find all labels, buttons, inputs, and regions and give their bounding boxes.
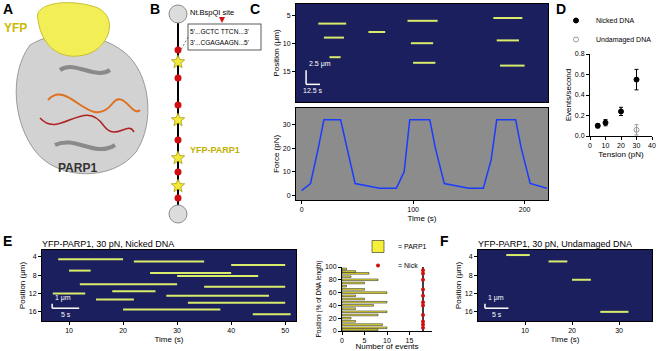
svg-text:Number of events: Number of events — [355, 342, 418, 351]
svg-text:40: 40 — [648, 142, 656, 149]
html-text:F: F — [440, 233, 449, 249]
svg-text:0.4: 0.4 — [575, 91, 585, 98]
svg-text:0: 0 — [588, 142, 592, 149]
svg-text:Tension (pN): Tension (pN) — [598, 150, 644, 159]
svg-text:12.5 s: 12.5 s — [303, 87, 323, 94]
svg-text:16: 16 — [29, 308, 37, 315]
svg-text:10: 10 — [383, 337, 391, 344]
svg-text:0: 0 — [287, 192, 291, 199]
svg-text:5: 5 — [287, 12, 291, 19]
svg-text:80: 80 — [329, 276, 337, 283]
svg-text:Nt.BspQI site: Nt.BspQI site — [190, 8, 234, 17]
svg-text:5: 5 — [363, 337, 367, 344]
svg-text:= PARP1: = PARP1 — [398, 243, 427, 250]
svg-text:20: 20 — [568, 327, 576, 334]
html-text:C: C — [250, 1, 261, 17]
svg-text:10: 10 — [283, 168, 291, 175]
svg-text:100: 100 — [325, 263, 337, 270]
svg-text:Undamaged DNA: Undamaged DNA — [596, 36, 651, 44]
svg-text:30: 30 — [633, 142, 641, 149]
svg-text:60: 60 — [329, 289, 337, 296]
html-text:E: E — [3, 233, 13, 249]
svg-text:1 μm: 1 μm — [488, 294, 504, 302]
svg-text:0.0: 0.0 — [575, 132, 585, 139]
svg-text:5 s: 5 s — [61, 311, 71, 318]
svg-text:Nicked DNA: Nicked DNA — [596, 17, 634, 24]
svg-text:Events/second: Events/second — [564, 69, 573, 121]
svg-text:20: 20 — [283, 145, 291, 152]
svg-text:Time (s): Time (s) — [154, 335, 183, 344]
svg-text:1 μm: 1 μm — [55, 294, 71, 302]
svg-text:15: 15 — [283, 68, 291, 75]
svg-text:5 s: 5 s — [492, 311, 502, 318]
svg-text:PARP1: PARP1 — [58, 161, 97, 175]
svg-text:200: 200 — [519, 206, 531, 213]
svg-text:YFP-PARP1, 30 pN, Nicked DNA: YFP-PARP1, 30 pN, Nicked DNA — [42, 239, 174, 249]
html-text:B: B — [150, 1, 161, 17]
svg-text:10: 10 — [602, 142, 610, 149]
svg-text:15: 15 — [406, 337, 414, 344]
svg-text:Time (s): Time (s) — [407, 214, 436, 223]
svg-text:Position (μm): Position (μm) — [272, 29, 281, 77]
svg-text:16: 16 — [465, 308, 473, 315]
svg-text:Force (pN): Force (pN) — [272, 135, 281, 174]
svg-text:20: 20 — [119, 327, 127, 334]
svg-text:0.6: 0.6 — [575, 71, 585, 78]
svg-text:12: 12 — [29, 290, 37, 297]
svg-text:Position (% of DNA length): Position (% of DNA length) — [315, 261, 323, 338]
svg-text:2.5 μm: 2.5 μm — [309, 60, 331, 68]
svg-text:0: 0 — [340, 337, 344, 344]
svg-text:12: 12 — [465, 290, 473, 297]
svg-text:Position (μm): Position (μm) — [454, 262, 463, 310]
svg-text:10: 10 — [283, 40, 291, 47]
svg-text:30: 30 — [173, 327, 181, 334]
svg-text:10: 10 — [521, 327, 529, 334]
svg-text:50: 50 — [281, 327, 289, 334]
svg-text:YFP-PARP1, 30 pN, Undamaged DN: YFP-PARP1, 30 pN, Undamaged DNA — [478, 239, 632, 249]
svg-text:= Nick: = Nick — [398, 262, 418, 269]
svg-text:4: 4 — [33, 253, 37, 260]
svg-text:40: 40 — [329, 302, 337, 309]
svg-text:30: 30 — [615, 327, 623, 334]
svg-text:0.8: 0.8 — [575, 50, 585, 57]
svg-text:Time (s): Time (s) — [550, 335, 579, 344]
svg-text:4: 4 — [469, 253, 473, 260]
svg-text:Position (μm): Position (μm) — [18, 262, 27, 310]
svg-text:3'...CGAGAAGN...5': 3'...CGAGAAGN...5' — [190, 39, 249, 46]
svg-text:YFP: YFP — [4, 21, 27, 35]
svg-text:100: 100 — [407, 206, 419, 213]
svg-text:0.2: 0.2 — [575, 112, 585, 119]
html-text:D: D — [556, 1, 567, 17]
svg-text:8: 8 — [33, 272, 37, 279]
svg-text:20: 20 — [617, 142, 625, 149]
svg-text:30: 30 — [283, 121, 291, 128]
svg-text:YFP-PARP1: YFP-PARP1 — [190, 145, 240, 155]
svg-text:40: 40 — [227, 327, 235, 334]
svg-text:20: 20 — [329, 315, 337, 322]
svg-text:0: 0 — [300, 206, 304, 213]
svg-text:5'...GCTC TTCN...3': 5'...GCTC TTCN...3' — [190, 28, 249, 35]
svg-text:0: 0 — [333, 327, 337, 334]
html-text:A: A — [3, 1, 14, 17]
svg-text:8: 8 — [469, 272, 473, 279]
svg-text:10: 10 — [65, 327, 73, 334]
